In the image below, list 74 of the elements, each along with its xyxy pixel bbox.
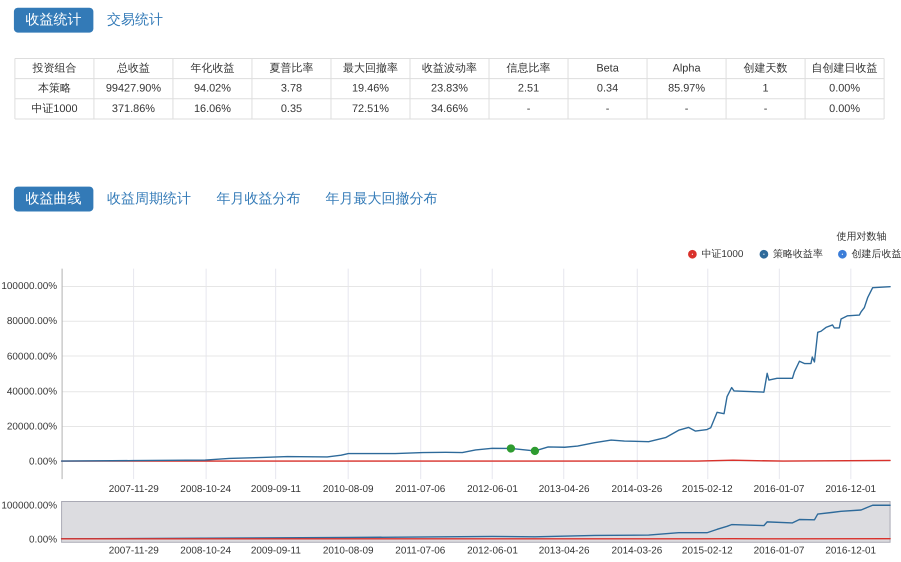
x-tick-label: 2009-09-11 xyxy=(250,484,302,496)
text: - xyxy=(606,102,610,115)
text: 72.51% xyxy=(352,102,389,115)
category-label: 最大回撤率 xyxy=(342,62,398,75)
legend-label: 策略收益率 xyxy=(772,248,823,260)
text: 年月收益分布 xyxy=(216,190,300,206)
category-label: 夏普比率 xyxy=(269,62,314,75)
y-tick-label: 100000.00% xyxy=(1,500,58,512)
x-tick-label: 2012-06-01 xyxy=(467,546,518,557)
x-tick-label: 2014-03-26 xyxy=(612,484,663,496)
y-tick-label: 100000.00% xyxy=(1,281,58,292)
y-tick-label: 60000.00% xyxy=(6,351,58,362)
text: 94.02% xyxy=(194,82,231,95)
y-tick-label: 0.00% xyxy=(28,456,58,468)
category-label: 创建天数 xyxy=(744,62,788,75)
x-tick-label: 2008-10-24 xyxy=(180,484,232,496)
text: - xyxy=(764,102,768,115)
text: 3.78 xyxy=(280,82,302,95)
category-label: 信息比率 xyxy=(506,62,551,75)
y-tick-label: 20000.00% xyxy=(6,421,58,432)
text: 0.00% xyxy=(829,82,860,95)
text: 19.46% xyxy=(352,82,389,95)
x-tick-label: 2011-07-06 xyxy=(395,546,446,557)
x-tick-label: 2007-11-29 xyxy=(108,484,160,496)
x-tick-label: 2014-03-26 xyxy=(612,546,663,557)
category-label: 收益波动率 xyxy=(422,62,478,75)
text: 收益统计 xyxy=(26,11,82,28)
x-tick-label: 2007-11-29 xyxy=(108,546,160,557)
category-label: 年化收益 xyxy=(190,62,234,75)
text: 34.66% xyxy=(431,102,468,115)
text: 投资组合 xyxy=(31,62,76,75)
text: 99427.90% xyxy=(106,82,162,95)
text: 2.51 xyxy=(518,82,540,95)
x-tick-label: 2010-08-09 xyxy=(322,484,374,496)
x-tick-label: 2013-04-26 xyxy=(538,484,590,496)
x-tick-label: 2011-07-06 xyxy=(395,484,446,496)
y-tick-label: 40000.00% xyxy=(6,386,58,398)
category-label: Beta xyxy=(596,62,620,75)
line-series xyxy=(60,286,891,462)
text: 0.34 xyxy=(596,82,618,95)
x-tick-label: 2016-01-07 xyxy=(754,484,805,496)
text: 0.00% xyxy=(829,102,860,115)
x-tick-label: 2012-06-01 xyxy=(467,484,518,496)
text: 使用对数轴 xyxy=(836,230,886,242)
text: 1 xyxy=(762,82,769,95)
x-tick-label: 2016-01-07 xyxy=(754,546,805,557)
x-tick-label: 2009-09-11 xyxy=(250,546,302,557)
x-tick-label: 2013-04-26 xyxy=(538,546,590,557)
x-tick-label: 2008-10-24 xyxy=(180,546,232,557)
category-label: 中证1000 xyxy=(31,102,78,115)
text: 371.86% xyxy=(112,102,155,115)
category-label: 自创建日收益 xyxy=(812,62,878,75)
text: 收益曲线 xyxy=(26,190,82,206)
category-label: 总收益 xyxy=(116,62,150,75)
y-tick-label: 80000.00% xyxy=(6,316,58,328)
x-tick-label: 2016-12-01 xyxy=(825,546,877,557)
text: 年月最大回撤分布 xyxy=(325,190,438,206)
text: 23.83% xyxy=(431,82,468,95)
text: 交易统计 xyxy=(107,11,164,28)
x-tick-label: 2010-08-09 xyxy=(322,546,374,557)
y-tick-label: 0.00% xyxy=(28,534,58,546)
text: - xyxy=(684,102,688,115)
category-label: 本策略 xyxy=(38,82,71,95)
text: 85.97% xyxy=(668,82,706,95)
text: 0.35 xyxy=(280,102,302,115)
legend-label: 创建后收益 xyxy=(851,248,901,260)
text: 16.06% xyxy=(194,102,231,115)
text: 收益周期统计 xyxy=(107,190,192,206)
x-tick-label: 2015-02-12 xyxy=(682,484,734,496)
category-label: Alpha xyxy=(672,62,702,75)
text: - xyxy=(526,102,530,115)
legend-label: 中证1000 xyxy=(701,248,744,260)
x-tick-label: 2015-02-12 xyxy=(682,546,734,557)
x-tick-label: 2016-12-01 xyxy=(825,484,877,496)
